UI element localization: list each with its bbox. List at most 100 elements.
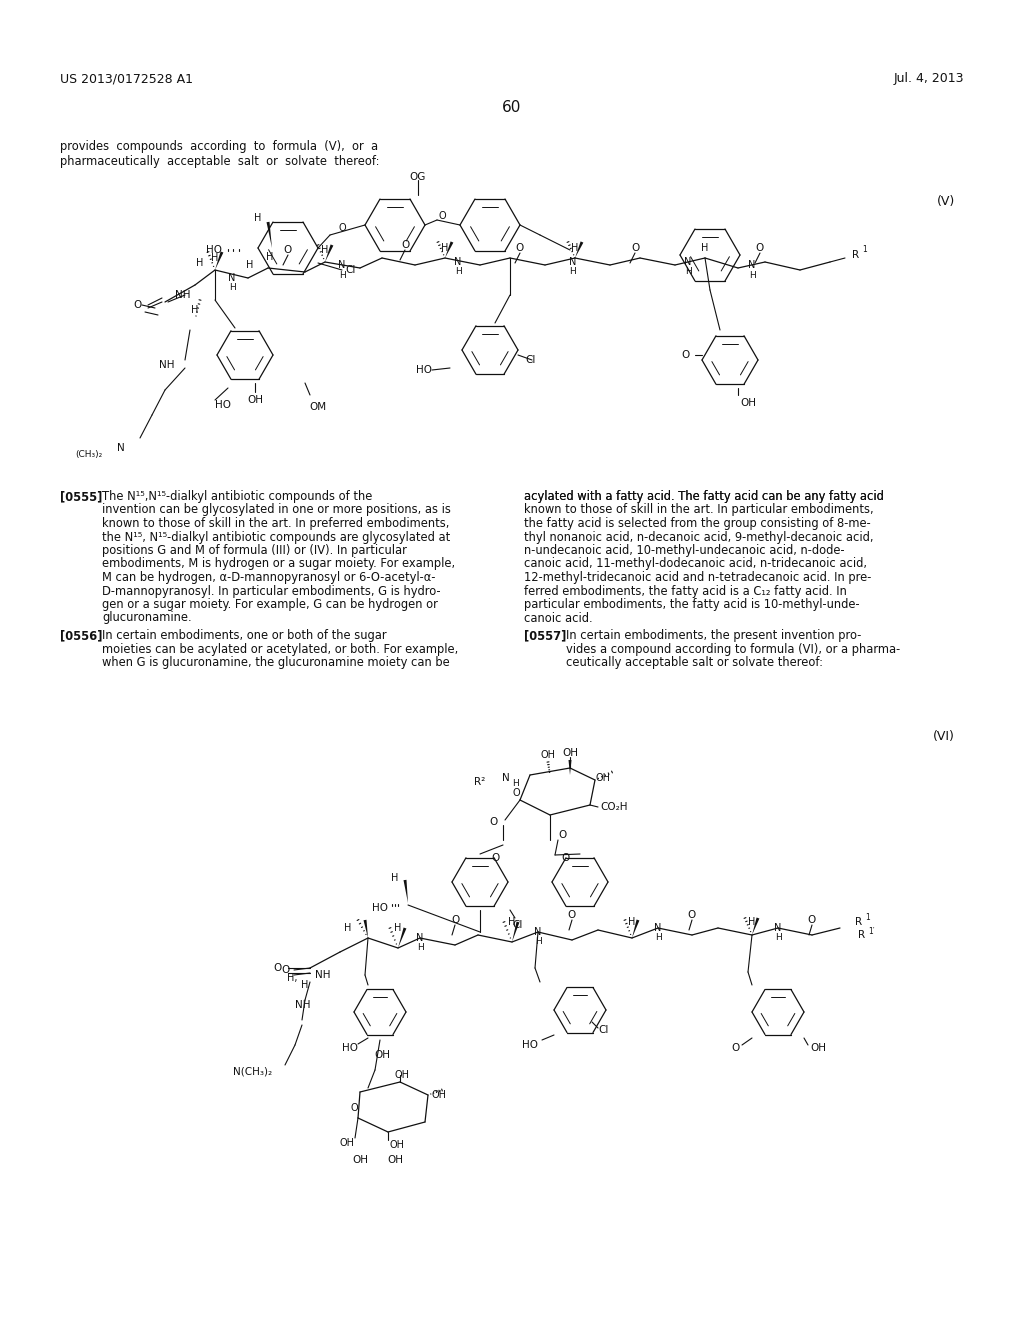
Text: HO: HO [416,366,432,375]
Text: N: N [118,444,125,453]
Text: O: O [688,909,696,920]
Text: N: N [535,927,542,937]
Text: H: H [441,243,449,253]
Polygon shape [752,917,760,935]
Text: (V): (V) [937,195,955,209]
Text: Cl: Cl [513,920,523,931]
Text: the fatty acid is selected from the group consisting of 8-me-: the fatty acid is selected from the grou… [524,517,870,531]
Text: 60: 60 [503,100,521,115]
Text: H: H [344,923,351,933]
Text: O: O [631,243,639,253]
Text: 1: 1 [865,913,869,923]
Text: moieties can be acylated or acetylated, or both. For example,: moieties can be acylated or acetylated, … [102,643,459,656]
Text: known to those of skill in the art. In preferred embodiments,: known to those of skill in the art. In p… [102,517,450,531]
Polygon shape [632,920,639,939]
Text: H: H [535,937,542,946]
Text: thyl nonanoic acid, n-decanoic acid, 9-methyl-decanoic acid,: thyl nonanoic acid, n-decanoic acid, 9-m… [524,531,873,544]
Text: M can be hydrogen, α-D-mannopyranosyl or 6-O-acetyl-α-: M can be hydrogen, α-D-mannopyranosyl or… [102,572,435,583]
Text: N: N [502,774,510,783]
Text: O: O [682,350,690,360]
Text: when G is glucuronamine, the glucuronamine moiety can be: when G is glucuronamine, the glucuronami… [102,656,450,669]
Text: O: O [451,915,459,925]
Text: In certain embodiments, the present invention pro-: In certain embodiments, the present inve… [566,630,861,642]
Text: 1: 1 [862,246,866,255]
Text: HO: HO [372,903,388,913]
Text: Jul. 4, 2013: Jul. 4, 2013 [894,73,964,84]
Text: OH: OH [387,1155,403,1166]
Text: In certain embodiments, one or both of the sugar: In certain embodiments, one or both of t… [102,630,387,642]
Text: H: H [749,271,756,280]
Text: H: H [569,268,577,276]
Text: H: H [571,243,579,253]
Text: OH: OH [390,1140,406,1150]
Text: H: H [685,268,691,276]
Text: D-mannopyranosyl. In particular embodiments, G is hydro-: D-mannopyranosyl. In particular embodime… [102,585,440,598]
Text: vides a compound according to formula (VI), or a pharma-: vides a compound according to formula (V… [566,643,900,656]
Text: H: H [512,780,519,788]
Polygon shape [403,880,408,903]
Text: O: O [350,1104,358,1113]
Text: particular embodiments, the fatty acid is 10-methyl-unde-: particular embodiments, the fatty acid i… [524,598,859,611]
Text: NH: NH [315,970,331,979]
Text: H: H [211,253,219,263]
Text: OH: OH [432,1090,447,1100]
Text: O: O [512,788,520,799]
Text: (CH₃)₂: (CH₃)₂ [75,450,102,459]
Text: OH: OH [810,1043,826,1053]
Text: Cl: Cl [598,1026,608,1035]
Text: N: N [654,923,662,933]
Text: R²: R² [474,777,485,787]
Text: NH: NH [174,290,190,300]
Text: ferred embodiments, the fatty acid is a C₁₂ fatty acid. In: ferred embodiments, the fatty acid is a … [524,585,847,598]
Text: N: N [455,257,462,267]
Polygon shape [266,222,272,248]
Text: H: H [417,944,423,953]
Text: gen or a sugar moiety. For example, G can be hydrogen or: gen or a sugar moiety. For example, G ca… [102,598,438,611]
Text: O: O [273,964,282,973]
Polygon shape [512,921,519,942]
Text: OH: OH [562,748,578,758]
Text: OH: OH [247,395,263,405]
Text: NH: NH [160,360,175,370]
Text: Cl: Cl [345,265,355,275]
Text: OG: OG [410,172,426,182]
Text: O: O [490,853,499,863]
Text: R: R [855,917,862,927]
Text: acylated with a fatty acid. The fatty acid can be any fatty acid: acylated with a fatty acid. The fatty ac… [524,490,884,503]
Text: [0556]: [0556] [60,630,102,642]
Text: H: H [391,873,398,883]
Text: R: R [852,249,859,260]
Polygon shape [445,242,454,257]
Text: the N¹⁵, N¹⁵-dialkyl antibiotic compounds are glycosylated at: the N¹⁵, N¹⁵-dialkyl antibiotic compound… [102,531,451,544]
Text: US 2013/0172528 A1: US 2013/0172528 A1 [60,73,193,84]
Text: H: H [701,243,709,253]
Text: N: N [749,260,756,271]
Text: H: H [455,268,462,276]
Text: O: O [338,223,346,234]
Text: O: O [756,243,764,253]
Text: ceutically acceptable salt or solvate thereof:: ceutically acceptable salt or solvate th… [566,656,823,669]
Text: OH: OH [740,399,756,408]
Text: provides  compounds  according  to  formula  (V),  or  a
pharmaceutically  accep: provides compounds according to formula … [60,140,380,168]
Text: H: H [749,917,756,927]
Polygon shape [575,242,584,257]
Text: n-undecanoic acid, 10-methyl-undecanoic acid, n-dode-: n-undecanoic acid, 10-methyl-undecanoic … [524,544,845,557]
Text: HO: HO [342,1043,358,1053]
Text: OH: OH [394,1071,410,1080]
Text: The N¹⁵,N¹⁵-dialkyl antibiotic compounds of the: The N¹⁵,N¹⁵-dialkyl antibiotic compounds… [102,490,373,503]
Polygon shape [364,920,368,939]
Text: H: H [247,260,254,271]
Text: invention can be glycosylated in one or more positions, as is: invention can be glycosylated in one or … [102,503,451,516]
Polygon shape [325,244,334,261]
Text: embodiments, M is hydrogen or a sugar moiety. For example,: embodiments, M is hydrogen or a sugar mo… [102,557,455,570]
Text: O: O [561,853,569,863]
Polygon shape [568,760,571,775]
Text: H: H [339,271,345,280]
Text: H: H [266,252,273,261]
Text: H: H [629,917,636,927]
Text: H: H [508,917,516,927]
Text: H: H [254,213,262,223]
Text: canoic acid.: canoic acid. [524,611,593,624]
Text: NH: NH [295,1001,310,1010]
Text: O: O [282,965,290,975]
